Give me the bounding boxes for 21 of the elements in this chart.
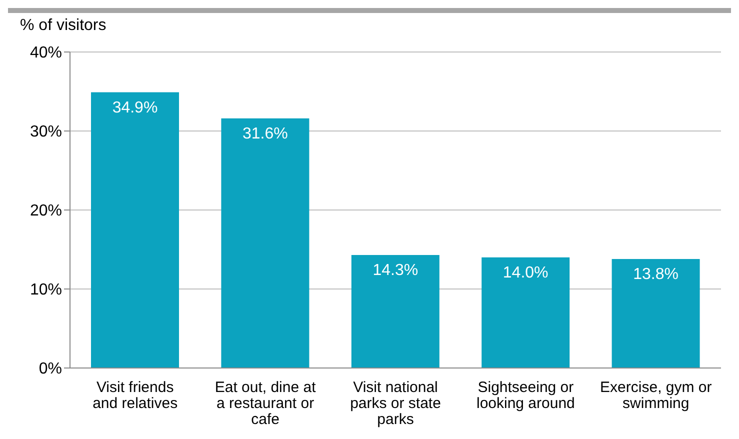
y-tick-label: 0%	[38, 360, 62, 378]
data-label: 13.8%	[633, 266, 678, 283]
data-label: 14.0%	[502, 264, 548, 282]
x-tick-label: Eat out, dine at a restaurant or cafe	[214, 379, 317, 428]
x-tick-label: Sightseeing or looking around	[476, 379, 575, 412]
x-tick-label: Visit national parks or state parks	[350, 379, 441, 428]
x-tick-label: Visit friends and relatives	[92, 379, 178, 412]
bar	[482, 257, 570, 368]
y-tick-label: 20%	[30, 202, 62, 220]
y-tick-label: 40%	[30, 44, 62, 62]
y-tick-label: 10%	[30, 282, 62, 299]
bar	[612, 258, 700, 368]
x-tick-label: Exercise, gym or swimming	[600, 379, 712, 412]
data-label: 31.6%	[242, 125, 288, 142]
bar	[221, 118, 310, 368]
bar	[351, 255, 440, 368]
data-label: 34.9%	[112, 99, 158, 116]
data-label: 14.3%	[372, 262, 418, 280]
y-tick-label: 30%	[30, 124, 62, 141]
bar	[91, 92, 179, 368]
y-axis-title: % of visitors	[20, 17, 106, 35]
